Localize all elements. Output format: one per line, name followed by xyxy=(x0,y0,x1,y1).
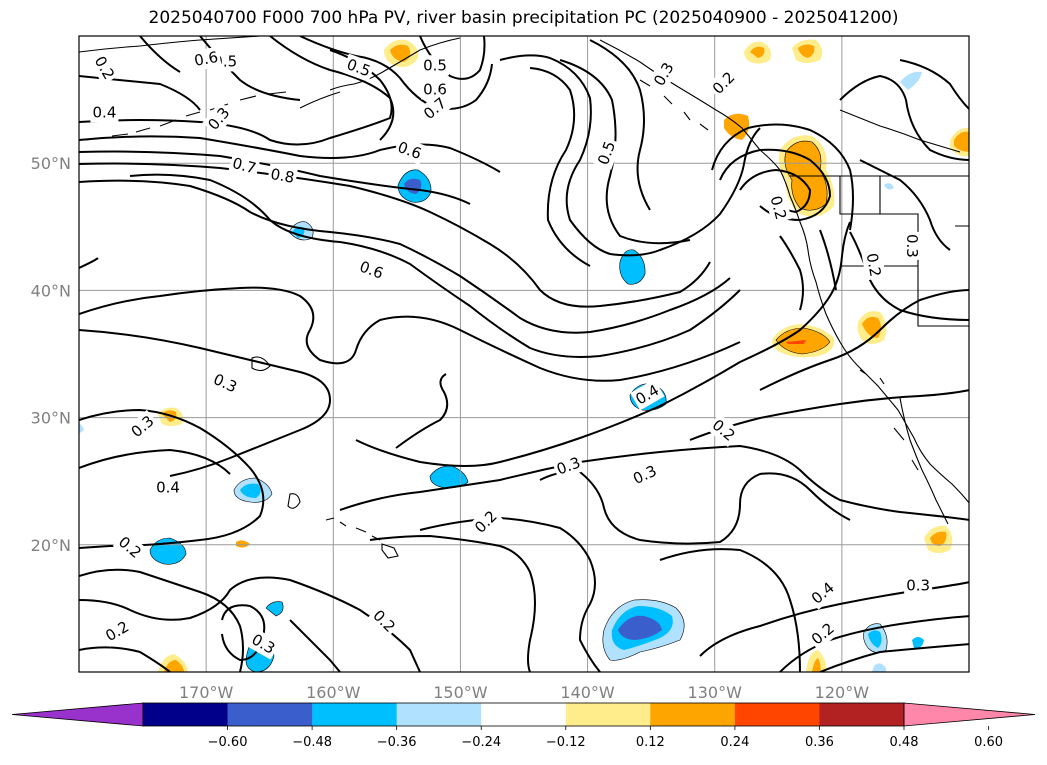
colorbar-tick-label: −0.12 xyxy=(546,735,586,750)
contour-label: 0.2 xyxy=(367,604,402,639)
longitude-tick-label: 150°W xyxy=(433,683,488,702)
latitude-tick-label: 40°N xyxy=(31,281,71,300)
colorbar-segment xyxy=(819,703,905,726)
svg-text:0.2: 0.2 xyxy=(369,606,399,636)
longitude-tick-label: 160°W xyxy=(306,683,361,702)
svg-text:0.6: 0.6 xyxy=(193,48,220,70)
longitude-tick-label: 120°W xyxy=(815,683,870,702)
svg-text:0.2: 0.2 xyxy=(709,416,739,445)
latitude-tick-label: 20°N xyxy=(31,536,71,555)
negative-anomaly-patch xyxy=(79,71,924,672)
colorbar: −0.60 −0.48 −0.36 −0.24 −0.12 0.12 0.24 0.36 0.4… xyxy=(11,702,1036,750)
map-title: 2025040700 F000 700 hPa PV, river basin … xyxy=(148,8,899,28)
colorbar-tick-label: 0.12 xyxy=(636,735,665,750)
svg-text:0.7: 0.7 xyxy=(230,154,258,178)
colorbar-segment xyxy=(650,703,736,726)
longitude-tick-label: 140°W xyxy=(560,683,615,702)
contour-label: 0.3 xyxy=(648,57,680,92)
contour-label: 0.3 xyxy=(901,231,922,260)
contour-label: 0.2 xyxy=(706,66,741,101)
colorbar-tick-label: 0.36 xyxy=(805,735,834,750)
negative-anomaly-patch xyxy=(602,599,685,661)
positive-anomaly-patch xyxy=(772,324,835,358)
colorbar-tick-label: −0.48 xyxy=(292,735,332,750)
contour-label: 0.5 xyxy=(592,136,621,170)
colorbar-segment xyxy=(312,703,398,726)
latitude-tick-label: 50°N xyxy=(31,154,71,173)
contour-labels: 0.20.4 0.30.50.6 0.5 0.50.60.70.60.7 0.80.60… xyxy=(88,46,933,660)
colorbar-tick-label: −0.36 xyxy=(377,735,417,750)
svg-text:0.4: 0.4 xyxy=(156,479,180,497)
contour-label: 0.5 xyxy=(421,55,449,76)
precip-shading xyxy=(79,39,969,672)
contour-label: 0.6 xyxy=(354,255,389,285)
svg-text:0.2: 0.2 xyxy=(709,68,739,98)
svg-text:0.2: 0.2 xyxy=(808,619,838,648)
negative-anomaly-patch xyxy=(397,169,432,203)
svg-text:0.3: 0.3 xyxy=(906,577,930,595)
negative-anomaly-patch xyxy=(863,623,888,653)
colorbar-segment xyxy=(227,703,313,726)
plot-frame xyxy=(78,35,970,673)
contour-label: 0.2 xyxy=(861,249,886,281)
contour-label: 0.6 xyxy=(392,136,427,165)
negative-anomaly-patch xyxy=(265,601,284,617)
svg-text:0.2: 0.2 xyxy=(863,252,885,279)
colorbar-extend-min xyxy=(11,702,144,727)
contour-label: 0.3 xyxy=(904,575,933,596)
svg-text:0.2: 0.2 xyxy=(115,533,145,562)
contour-label: 0.7 xyxy=(228,152,261,180)
longitude-axis: 170°W 160°W 150°W 140°W 130°W 120°W xyxy=(179,683,869,702)
colorbar-segment xyxy=(396,703,482,726)
negative-anomaly-patch xyxy=(429,465,469,489)
svg-text:0.2: 0.2 xyxy=(471,507,501,537)
latitude-tick-label: 30°N xyxy=(31,409,71,428)
colorbar-tick-label: 0.48 xyxy=(890,735,919,750)
contour-label: 0.6 xyxy=(190,46,222,72)
colorbar-tick-label: −0.24 xyxy=(461,735,501,750)
colorbar-extend-max xyxy=(903,702,1036,727)
contour-label: 0.3 xyxy=(202,101,236,136)
svg-text:0.8: 0.8 xyxy=(269,165,296,187)
svg-text:0.3: 0.3 xyxy=(903,234,921,258)
contour-label: 0.8 xyxy=(266,163,298,189)
colorbar-segment xyxy=(143,703,229,726)
contour-label: 0.2 xyxy=(706,413,741,447)
contour-label: 0.4 xyxy=(90,102,119,123)
svg-text:0.2: 0.2 xyxy=(767,194,791,222)
colorbar-segment xyxy=(481,703,567,726)
negative-anomaly-patch xyxy=(233,477,273,503)
colorbar-tick-label: 0.60 xyxy=(974,735,1003,750)
svg-text:0.3: 0.3 xyxy=(204,104,233,134)
colorbar-tick-label: 0.24 xyxy=(720,735,749,750)
contour-label: 0.3 xyxy=(208,368,243,399)
longitude-tick-label: 170°W xyxy=(179,683,234,702)
colorbar-segment xyxy=(565,703,651,726)
contour-label: 0.3 xyxy=(551,451,586,481)
contour-label: 0.3 xyxy=(125,409,160,444)
colorbar-tick-label: −0.60 xyxy=(208,735,248,750)
svg-text:0.5: 0.5 xyxy=(423,56,447,74)
positive-anomaly-patch xyxy=(924,525,953,553)
contour-label: 0.2 xyxy=(805,617,840,651)
negative-anomaly-patch xyxy=(619,249,646,285)
longitude-tick-label: 130°W xyxy=(688,683,743,702)
contour-label: 0.3 xyxy=(627,459,662,490)
positive-anomaly-patch xyxy=(384,39,419,67)
svg-text:0.4: 0.4 xyxy=(808,579,838,608)
colorbar-segment xyxy=(734,703,820,726)
positive-anomaly-patch xyxy=(724,113,750,140)
contour-label: 0.2 xyxy=(765,191,792,224)
contour-label: 0.3 xyxy=(246,628,281,660)
svg-text:0.3: 0.3 xyxy=(128,412,158,441)
positive-anomaly-patch xyxy=(950,127,969,157)
contour-label: 0.2 xyxy=(468,504,503,539)
positive-anomaly-patch xyxy=(744,39,823,64)
svg-text:0.4: 0.4 xyxy=(92,103,116,121)
latitude-axis: 50°N 40°N 30°N 20°N xyxy=(31,154,71,555)
contour-label: 0.2 xyxy=(112,530,148,565)
contour-label: 0.2 xyxy=(100,615,135,647)
contour-label: 0.4 xyxy=(154,477,182,498)
